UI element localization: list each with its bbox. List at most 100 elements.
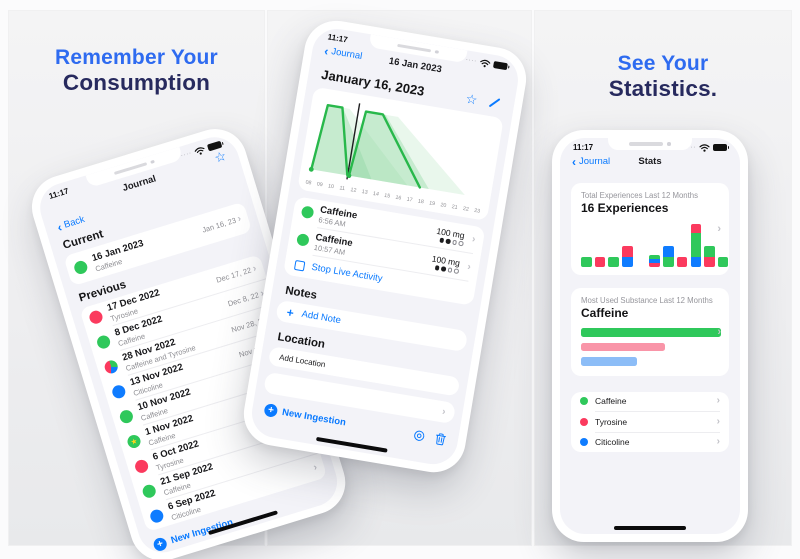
substance-list-row[interactable]: Caffeine › <box>580 392 720 412</box>
chevron-right-icon: › <box>466 261 472 273</box>
status-time: 11:17 <box>573 143 594 152</box>
experiences-bar-chart <box>581 220 729 267</box>
confidence-band <box>348 111 429 189</box>
x-axis-tick: 19 <box>429 200 436 207</box>
detail-screen: 11:17 ···· ‹ Journal 16 Jan 2023 January… <box>248 25 522 468</box>
bar-segment <box>622 246 633 257</box>
bar-segment <box>649 262 660 267</box>
bar-segment <box>649 258 660 263</box>
status-bar: 11:17 ···· <box>34 131 235 205</box>
toolbar-right-icons <box>412 428 447 445</box>
dose-dot <box>434 265 440 271</box>
trash-icon[interactable] <box>434 432 447 446</box>
stop-square-icon <box>293 259 306 271</box>
substance-dot <box>133 458 150 475</box>
front-camera <box>667 142 671 146</box>
x-axis-tick: 14 <box>372 191 379 198</box>
journal-screen: 11:17 ···· Journal ☆ ‹ Back Current 16 J… <box>33 131 344 559</box>
x-axis-tick: 12 <box>350 187 357 194</box>
status-bar: 11:17 ···· <box>560 138 740 152</box>
substance-name: Caffeine <box>595 396 627 407</box>
bar-segment <box>690 223 701 234</box>
month-bar <box>649 254 660 267</box>
substance-dot <box>87 309 105 326</box>
chevron-right-icon: › <box>312 461 319 473</box>
substance-dot <box>148 507 165 525</box>
battery-icon <box>713 144 730 151</box>
substance-dot <box>103 358 120 376</box>
x-axis-tick: 13 <box>361 189 368 196</box>
substance-list-row[interactable]: Citicoline › <box>580 433 720 453</box>
chevron-right-icon: › <box>471 233 477 245</box>
substance-list-row[interactable]: Tyrosine › <box>580 412 720 432</box>
iphone-detail-mockup: 11:17 ···· ‹ Journal 16 Jan 2023 January… <box>239 16 531 478</box>
live-activity-target-icon[interactable] <box>412 428 426 442</box>
stats-screen: 11:17 ···· ‹ Journal Stats Total Experie… <box>560 138 740 534</box>
substance-dot <box>141 483 158 500</box>
x-axis-tick: 10 <box>327 183 334 190</box>
speaker-grille <box>629 142 664 146</box>
bar-segment <box>581 256 592 267</box>
most-used-label: Most Used Substance Last 12 Months <box>581 296 713 305</box>
month-bar <box>663 246 674 267</box>
substance-dot <box>95 333 112 351</box>
journal-row-short-date: Dec 17, 22 <box>215 265 253 285</box>
bar-segment <box>676 256 688 267</box>
bar-segment <box>663 246 674 257</box>
bar-segment <box>690 233 701 257</box>
wifi-icon <box>480 59 491 67</box>
status-time: 11:17 <box>47 186 70 201</box>
dose-dot <box>451 239 458 245</box>
substance-dot: ★ <box>125 433 143 450</box>
substance-dot <box>72 259 89 276</box>
status-icons: ···· <box>684 143 730 152</box>
favorite-star-icon[interactable]: ☆ <box>464 90 479 108</box>
substance-list-card: Caffeine › Tyrosine › Citicoline › <box>571 391 729 453</box>
row-separator <box>595 431 720 433</box>
status-time: 11:17 <box>327 32 349 45</box>
cellular-dots-icon: ···· <box>465 56 478 66</box>
new-ingestion-label[interactable]: New Ingestion <box>281 406 347 429</box>
journal-row-accessory: Jan 16, 23 › <box>201 212 243 235</box>
bar-segment <box>594 256 606 267</box>
home-indicator[interactable] <box>315 436 388 453</box>
x-axis-tick: 22 <box>462 206 469 213</box>
substance-usage-bar <box>581 328 721 337</box>
substance-usage-bar <box>581 342 665 351</box>
chevron-right-icon: › <box>441 405 447 418</box>
stats-nav-bar: ‹ Journal Stats <box>560 156 740 171</box>
plus-circle-icon[interactable]: + <box>263 402 279 418</box>
confidence-band <box>311 105 408 186</box>
edit-pencil-icon[interactable] <box>488 98 501 108</box>
iphone-stats-mockup: 11:17 ···· ‹ Journal Stats Total Experie… <box>552 130 748 542</box>
plus-circle-icon: + <box>152 536 169 553</box>
journal-row-short-date: Dec 8, 22 <box>226 290 260 309</box>
chevron-right-icon: › <box>236 212 243 225</box>
favorite-star-icon: ★ <box>129 435 139 447</box>
panel1-heading: Remember Your Consumption <box>8 46 265 95</box>
status-icons: ···· <box>465 56 508 71</box>
chevron-right-icon: › <box>716 415 720 427</box>
bar-segment <box>690 256 701 267</box>
header-icons: ☆ <box>464 90 502 111</box>
current-time-marker <box>346 103 361 180</box>
back-to-journal-button[interactable]: ‹ Journal <box>572 156 610 168</box>
cellular-dots-icon: ···· <box>684 144 696 151</box>
journal-row-short-date: Jan 16, 23 <box>201 215 238 235</box>
heading-line-navy: Consumption <box>62 69 211 95</box>
month-bar <box>622 246 633 267</box>
battery-icon <box>492 61 508 71</box>
month-bar <box>704 246 715 267</box>
home-indicator[interactable] <box>614 526 686 530</box>
status-icons: ···· <box>180 140 223 160</box>
dose-dot <box>440 266 447 272</box>
total-experiences-card[interactable]: Total Experiences Last 12 Months 16 Expe… <box>571 183 729 275</box>
x-axis-tick: 18 <box>417 198 424 205</box>
x-axis-tick: 17 <box>406 197 413 204</box>
confidence-band <box>311 105 372 180</box>
panel3-heading: See Your Statistics. <box>534 52 792 101</box>
most-used-substance-card[interactable]: Most Used Substance Last 12 Months Caffe… <box>571 288 729 376</box>
substance-usage-bar <box>581 357 637 366</box>
total-experiences-value: 16 Experiences <box>581 201 669 215</box>
substance-name: Citicoline <box>595 437 630 448</box>
